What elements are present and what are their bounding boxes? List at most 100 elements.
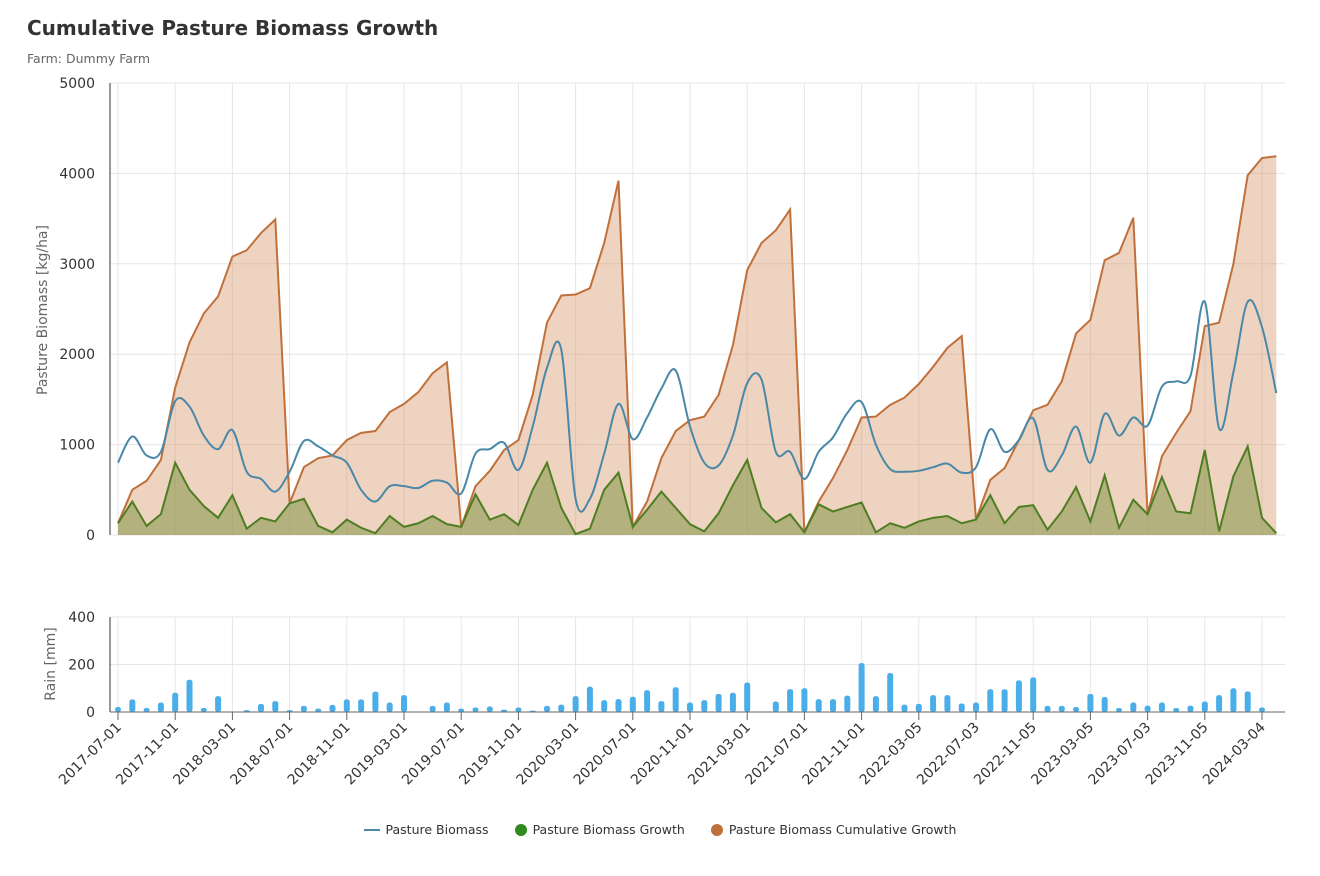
legend-item-pasture-biomass[interactable]: Pasture Biomass — [363, 822, 489, 837]
rain-bar — [386, 702, 393, 712]
rain-bar — [644, 690, 651, 712]
rain-bar — [501, 709, 508, 712]
cumulative-growth-line — [117, 155, 1277, 533]
line-layer — [117, 155, 1278, 536]
rain-bar — [1259, 707, 1265, 712]
rain-y-tick-label: 200 — [68, 658, 95, 674]
rain-bar — [658, 701, 665, 712]
rain-bar — [815, 699, 822, 712]
rain-bar — [1073, 707, 1080, 712]
y-tick-label: 4000 — [59, 166, 95, 182]
rain-y-axis-label: Rain [mm] — [43, 627, 59, 700]
y-tick-label: 1000 — [59, 438, 95, 454]
y-tick-label: 0 — [86, 528, 95, 544]
rain-bar — [515, 707, 522, 712]
biomass-y-axis-label: Pasture Biomass [kg/ha] — [35, 225, 51, 395]
pasture-biomass-line — [117, 299, 1278, 513]
rain-bar — [429, 705, 436, 712]
y-tick-label: 3000 — [59, 257, 95, 273]
rain-bar — [1116, 707, 1122, 712]
rain-bar — [1144, 705, 1151, 712]
line-swatch-icon — [363, 828, 380, 831]
chart-title: Cumulative Pasture Biomass Growth — [27, 16, 439, 40]
rain-y-tick-label: 400 — [68, 610, 95, 626]
rain-bar — [1001, 689, 1008, 712]
rain-bar — [901, 704, 908, 712]
rain-bar — [1158, 702, 1165, 712]
rain-bar — [1058, 705, 1065, 712]
rain-bar — [915, 703, 922, 712]
rain-bar — [157, 702, 164, 712]
rain-bar — [1130, 702, 1137, 712]
rain-bar — [458, 708, 465, 712]
rain-bar — [129, 699, 136, 712]
rain-bar — [1230, 688, 1237, 712]
rain-bar — [787, 689, 794, 712]
rain-bar — [1015, 680, 1022, 712]
rain-bar — [687, 702, 693, 712]
rain-bar — [300, 705, 307, 712]
rain-bar — [472, 707, 479, 712]
rain-bar — [701, 700, 708, 712]
dot-swatch-icon — [514, 823, 527, 836]
rain-bar — [629, 696, 636, 712]
rain-bar — [372, 691, 379, 712]
rain-bars — [115, 663, 1265, 712]
rain-bar — [558, 704, 565, 712]
rain-bar — [272, 701, 279, 712]
rain-bar — [601, 700, 608, 712]
rain-bar — [672, 687, 679, 712]
y-tick-label: 2000 — [59, 347, 95, 363]
legend-item-growth[interactable]: Pasture Biomass Growth — [514, 822, 685, 837]
rain-bar — [615, 699, 622, 712]
rain-bar — [944, 695, 951, 712]
rain-bar — [729, 692, 736, 712]
rain-bar — [801, 688, 808, 712]
chart-subtitle: Farm: Dummy Farm — [27, 51, 151, 66]
rain-bar — [887, 673, 894, 712]
rain-bar — [115, 707, 121, 712]
legend: Pasture Biomass Pasture Biomass Growth P… — [0, 822, 1320, 837]
cumulative-growth-area — [118, 156, 1277, 535]
rain-bar — [215, 696, 222, 712]
dot-swatch-icon — [710, 823, 723, 836]
y-tick-label: 5000 — [59, 76, 95, 92]
rain-bar — [715, 693, 722, 712]
rain-bar — [858, 663, 865, 712]
rain-bar — [844, 695, 851, 712]
rain-bar — [143, 707, 150, 712]
legend-label: Pasture Biomass Cumulative Growth — [728, 822, 957, 837]
rain-bar — [343, 699, 350, 712]
rain-bar — [958, 703, 965, 712]
rain-bar — [544, 705, 550, 712]
rain-bar — [872, 696, 879, 712]
rain-bar — [1244, 691, 1251, 712]
rain-y-tick-label: 0 — [86, 705, 95, 721]
rain-bar — [486, 706, 493, 712]
rain-bar — [186, 679, 193, 712]
legend-item-cumulative-growth[interactable]: Pasture Biomass Cumulative Growth — [710, 822, 957, 837]
rain-bar — [1187, 705, 1194, 712]
rain-bar — [1044, 705, 1051, 712]
legend-label: Pasture Biomass — [385, 822, 489, 837]
rain-bar — [1173, 707, 1180, 712]
rain-bar — [930, 695, 937, 712]
rain-bar — [744, 682, 751, 712]
rain-bar — [586, 686, 593, 712]
growth-line — [117, 443, 1278, 536]
rain-bar — [401, 695, 407, 712]
growth-area — [118, 446, 1277, 535]
rain-bar — [830, 699, 836, 712]
rain-bar — [329, 704, 336, 712]
rain-bar — [443, 702, 450, 712]
rain-bar — [172, 692, 179, 712]
rain-bar — [1030, 677, 1037, 712]
rain-bar — [772, 701, 779, 712]
rain-bar — [572, 696, 579, 712]
rain-bar — [987, 689, 994, 712]
rain-bar — [200, 707, 207, 712]
area-layer — [118, 156, 1277, 535]
rain-bar — [1216, 695, 1223, 712]
rain-bar — [258, 703, 264, 712]
